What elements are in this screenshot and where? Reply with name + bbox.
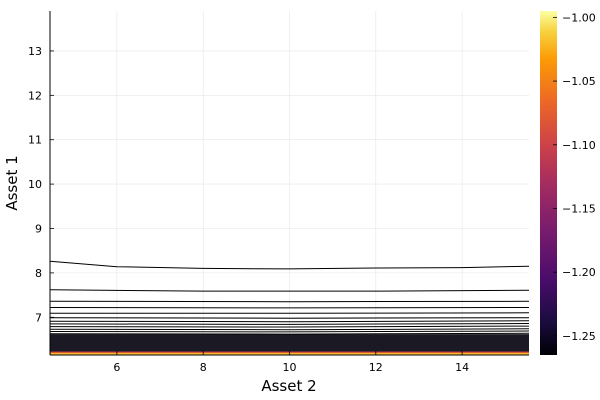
x-tick-label: 14 [455,361,469,374]
y-tick-label: 7 [35,311,42,324]
contour-line [49,289,530,292]
x-tick-label: 10 [283,361,297,374]
contour-line [49,328,530,331]
colorbar-tick-label: −1.00 [562,11,596,24]
colorbar-tick-label: −1.25 [562,330,596,343]
x-tick-label: 6 [113,361,120,374]
colorbar-tick-label: −1.20 [562,266,596,279]
contour-line [49,260,530,270]
x-tick-label: 12 [369,361,383,374]
axes: 6 8 10 12 14 7 8 9 10 11 12 13 [28,11,529,374]
colorbar-tick-label: −1.10 [562,139,596,152]
colorbar-gradient [540,11,557,355]
y-tick-label: 9 [35,222,42,235]
contour-line [49,317,530,319]
y-axis-label: Asset 1 [3,155,21,210]
y-tick-label: 11 [28,134,42,147]
contour-line [49,325,530,328]
grid [50,11,529,355]
colorbar: −1.00 −1.05 −1.10 −1.15 −1.20 −1.25 [540,11,596,355]
contour-line [49,330,530,333]
y-tick-label: 12 [28,89,42,102]
contour-line [50,312,530,314]
y-tick-label: 13 [28,45,42,58]
contour-line [49,332,530,335]
y-tick-label: 10 [28,178,42,191]
colorbar-tick-label: −1.05 [562,75,596,88]
contour-line [49,320,530,323]
x-axis-label: Asset 2 [261,377,316,395]
colorbar-tick-label: −1.15 [562,202,596,215]
contour-line [49,323,530,325]
contour-lines [49,260,530,335]
y-tick-label: 8 [35,267,42,280]
dense-contour-band [50,334,529,353]
x-tick-label: 8 [200,361,207,374]
